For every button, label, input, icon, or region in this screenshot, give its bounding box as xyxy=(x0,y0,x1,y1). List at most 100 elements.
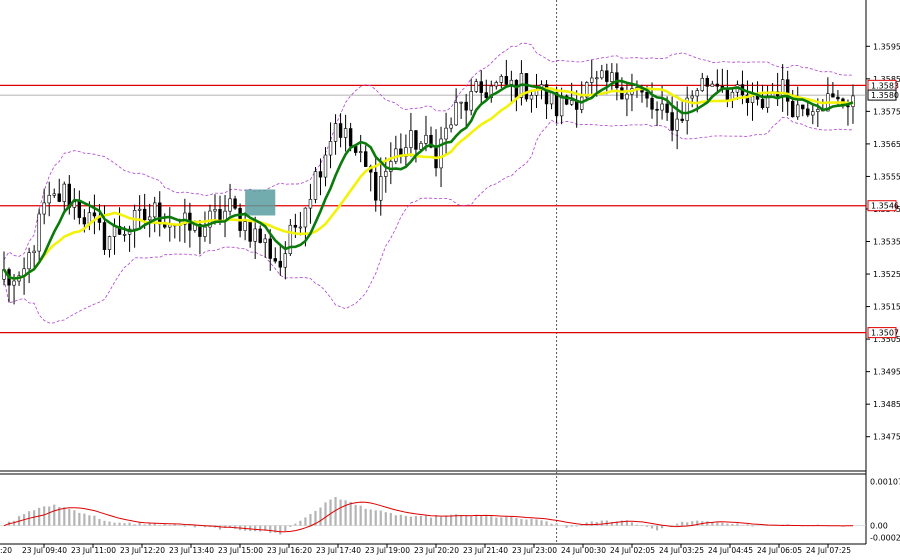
candle xyxy=(444,112,448,155)
time-tick-label: 23 Jul 17:40 xyxy=(316,546,361,555)
candle xyxy=(655,101,659,127)
time-tick-label: 23 Jul 19:00 xyxy=(365,546,410,555)
candle xyxy=(554,86,559,124)
time-tick-label: 24 Jul 06:05 xyxy=(757,546,802,555)
candle xyxy=(163,213,167,229)
candle xyxy=(529,91,534,113)
candle xyxy=(147,203,152,238)
time-label-edge: :20 xyxy=(0,546,12,555)
price-tick-label: 1.3525 xyxy=(873,270,900,279)
osc-tick-label: 0.00107 xyxy=(870,477,900,486)
level-tag xyxy=(867,327,897,339)
time-tick-label: 23 Jul 11:00 xyxy=(71,546,116,555)
candle xyxy=(484,79,488,100)
price-tick-label: 1.3505 xyxy=(873,335,900,344)
candle xyxy=(585,81,589,102)
candle xyxy=(504,59,509,87)
candle xyxy=(389,142,393,185)
time-tick-label: 23 Jul 15:00 xyxy=(218,546,263,555)
candle xyxy=(449,117,453,133)
candle xyxy=(474,78,478,94)
price-tick-label: 1.3595 xyxy=(873,42,900,51)
price-tick-label: 1.3555 xyxy=(873,172,900,181)
time-tick-label: 24 Jul 02:05 xyxy=(610,546,655,555)
candle xyxy=(519,60,524,106)
candle xyxy=(228,183,232,216)
price-tick-label: 1.3585 xyxy=(873,75,900,84)
candle xyxy=(298,211,303,236)
time-tick-label: 23 Jul 16:20 xyxy=(267,546,312,555)
time-tick-label: 23 Jul 20:20 xyxy=(414,546,459,555)
candle xyxy=(705,75,709,103)
candle xyxy=(42,188,46,225)
osc-tick-label: -0.00029 xyxy=(870,534,900,543)
candle xyxy=(158,191,162,237)
candle xyxy=(610,63,614,91)
candle xyxy=(559,87,564,125)
candle xyxy=(710,80,715,87)
candle xyxy=(7,267,11,303)
candle xyxy=(851,84,855,124)
candle xyxy=(580,81,584,114)
candle xyxy=(52,188,56,198)
candle xyxy=(464,94,468,127)
candle xyxy=(384,157,388,193)
candle xyxy=(308,183,313,224)
candle xyxy=(524,73,529,102)
candle xyxy=(223,194,227,238)
candle xyxy=(685,86,689,135)
candle xyxy=(117,207,122,235)
price-tick-label: 1.3475 xyxy=(873,433,900,442)
candle xyxy=(394,135,398,165)
candle xyxy=(318,158,323,196)
time-tick-label: 23 Jul 13:40 xyxy=(169,546,214,555)
time-tick-label: 24 Jul 07:25 xyxy=(806,546,851,555)
level-tag xyxy=(867,200,897,212)
candle xyxy=(107,235,112,258)
candle xyxy=(313,166,318,204)
candle xyxy=(102,205,107,255)
candle xyxy=(489,80,493,103)
level-label: 1.3507 xyxy=(871,329,899,338)
candle xyxy=(690,90,694,108)
candle xyxy=(27,247,31,284)
candle xyxy=(62,181,66,212)
candle xyxy=(790,89,795,118)
candle xyxy=(499,74,504,88)
ma-slow-line xyxy=(2,87,854,280)
candle xyxy=(268,229,272,271)
candle xyxy=(273,247,277,264)
candle xyxy=(715,69,720,93)
candle xyxy=(409,112,413,157)
price-tick-label: 1.3485 xyxy=(873,400,900,409)
time-tick-label: 23 Jul 09:40 xyxy=(22,546,67,555)
candle xyxy=(625,83,629,117)
level-label: 1.3546 xyxy=(871,202,899,211)
candle xyxy=(132,204,137,248)
candle xyxy=(343,114,348,152)
candle xyxy=(333,114,338,155)
candle xyxy=(137,195,142,230)
candle xyxy=(434,129,438,177)
candle xyxy=(233,195,237,210)
candle xyxy=(544,80,549,120)
candle xyxy=(765,85,770,113)
candle xyxy=(72,188,77,220)
candle xyxy=(730,87,735,109)
osc-tick-label: 0.00 xyxy=(870,522,888,531)
osc-signal-line xyxy=(3,501,853,533)
candle xyxy=(479,70,483,104)
candle xyxy=(404,134,408,167)
candle xyxy=(258,225,262,244)
candle xyxy=(831,82,835,98)
candle xyxy=(37,208,41,262)
candle xyxy=(750,82,755,121)
price-tick-label: 1.3515 xyxy=(873,303,900,312)
candle xyxy=(32,245,36,269)
candle xyxy=(278,245,282,276)
price-tick-label: 1.3565 xyxy=(873,140,900,149)
candle xyxy=(92,194,97,235)
candle xyxy=(700,72,704,92)
bollinger-lower xyxy=(3,116,853,324)
